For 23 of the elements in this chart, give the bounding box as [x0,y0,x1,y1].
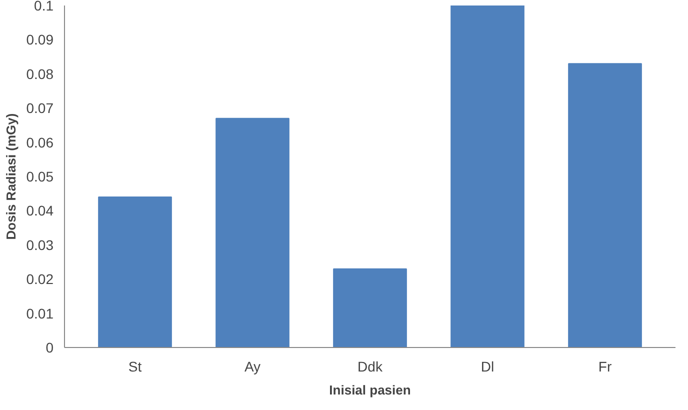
y-tick-label: 0 [46,340,54,356]
y-tick-label: 0.09 [26,32,54,48]
y-tick-label: 0.02 [26,271,54,288]
x-tick-label: Fr [598,358,612,374]
bar [450,6,524,348]
x-tick-label: Ay [244,358,261,374]
bar [568,63,642,348]
x-tick-label: Dl [480,358,494,374]
bar [98,196,172,348]
y-tick-label: 0.1 [34,0,54,14]
y-tick-label: 0.03 [26,236,54,253]
y-tick-label: 0.07 [26,100,54,116]
bar [333,268,407,348]
x-tick-label: St [128,358,142,374]
x-axis-title: Inisial pasien [329,382,411,398]
x-tick-label: Ddk [358,358,384,374]
bar [216,118,290,348]
y-tick-label: 0.04 [26,202,54,219]
y-tick-label: 0.08 [26,66,54,82]
y-axis-title: Dosis Radiasi (mGy) [3,113,18,240]
y-tick-label: 0.06 [26,134,54,150]
y-tick-label: 0.01 [26,305,54,322]
y-tick-label: 0.05 [26,168,54,184]
